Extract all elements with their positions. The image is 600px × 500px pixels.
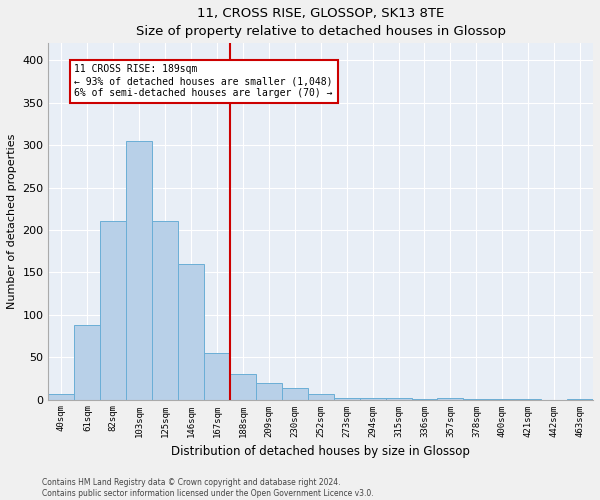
Bar (256, 382, 282, 400)
Bar (437, 398, 463, 400)
Bar (74, 325, 100, 400)
Bar (282, 388, 308, 400)
Bar (308, 394, 334, 400)
Text: Contains HM Land Registry data © Crown copyright and database right 2024.
Contai: Contains HM Land Registry data © Crown c… (42, 478, 374, 498)
Title: 11, CROSS RISE, GLOSSOP, SK13 8TE
Size of property relative to detached houses i: 11, CROSS RISE, GLOSSOP, SK13 8TE Size o… (136, 7, 506, 38)
Bar (49, 394, 74, 400)
Bar (490, 399, 515, 400)
Bar (230, 374, 256, 400)
Bar (515, 399, 541, 400)
Bar (178, 264, 204, 400)
X-axis label: Distribution of detached houses by size in Glossop: Distribution of detached houses by size … (172, 445, 470, 458)
Y-axis label: Number of detached properties: Number of detached properties (7, 134, 17, 309)
Bar (567, 399, 593, 400)
Bar (152, 222, 178, 400)
Bar (100, 222, 126, 400)
Bar (359, 398, 386, 400)
Bar (386, 398, 412, 400)
Bar (412, 399, 437, 400)
Bar (334, 398, 359, 400)
Bar (126, 141, 152, 400)
Bar (204, 353, 230, 400)
Text: 11 CROSS RISE: 189sqm
← 93% of detached houses are smaller (1,048)
6% of semi-de: 11 CROSS RISE: 189sqm ← 93% of detached … (74, 64, 333, 98)
Bar (463, 399, 490, 400)
